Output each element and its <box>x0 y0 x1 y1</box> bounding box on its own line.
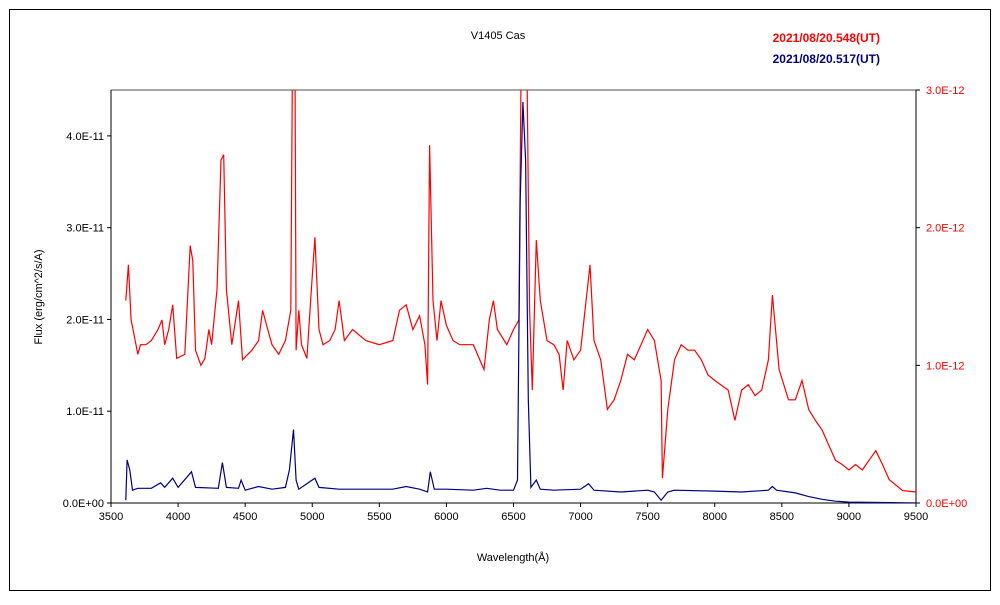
x-axis-label: Wavelength(Å) <box>477 551 549 564</box>
x-tick-label: 5000 <box>300 511 324 523</box>
series-line-blue <box>125 101 916 503</box>
x-tick-label: 9500 <box>904 511 928 523</box>
x-tick-label: 4000 <box>166 511 190 523</box>
y-left-tick-label: 3.0E-11 <box>66 223 104 235</box>
y-right-tick-label: 3.0E-12 <box>926 85 965 97</box>
x-tick-label: 8000 <box>703 511 727 523</box>
x-tick-label: 3500 <box>99 511 123 523</box>
x-tick-label: 7500 <box>635 511 659 523</box>
chart-border <box>9 9 991 591</box>
legend-entry-red: 2021/08/20.548(UT) <box>773 31 880 45</box>
legend-entry-blue: 2021/08/20.517(UT) <box>773 52 880 66</box>
x-tick-label: 9000 <box>837 511 861 523</box>
x-tick-label: 4500 <box>233 511 257 523</box>
y-left-tick-label: 2.0E-11 <box>66 314 104 326</box>
x-tick-label: 6500 <box>501 511 525 523</box>
y-left-tick-label: 0.0E+00 <box>63 498 104 510</box>
x-tick-label: 7000 <box>568 511 592 523</box>
y-right-tick-label: 2.0E-12 <box>926 223 965 235</box>
y-left-tick-label: 1.0E-11 <box>66 406 104 418</box>
y-right-tick-label: 0.0E+00 <box>926 498 967 510</box>
x-tick-label: 6000 <box>434 511 458 523</box>
x-tick-label: 5500 <box>367 511 391 523</box>
chart-title: V1405 Cas <box>471 30 526 42</box>
series-line-red <box>125 90 916 493</box>
y-left-tick-label: 4.0E-11 <box>66 131 104 143</box>
x-tick-label: 8500 <box>770 511 794 523</box>
y-right-tick-label: 1.0E-12 <box>926 360 965 372</box>
y-axis-label: Flux (erg/cm^2/s/A) <box>33 249 45 344</box>
